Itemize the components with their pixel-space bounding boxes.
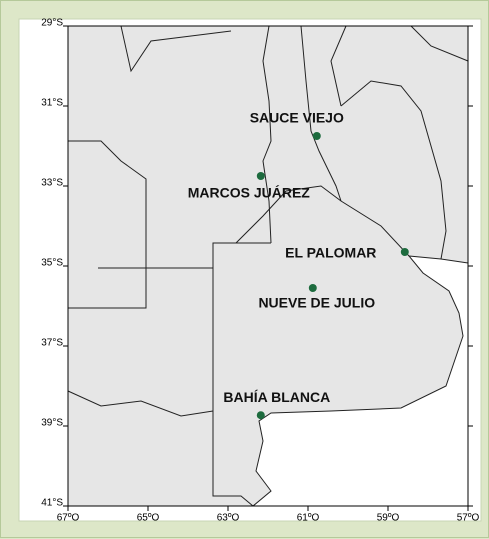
station [256, 411, 265, 420]
province-border [410, 25, 469, 62]
y-tick-label: 29°S [41, 18, 63, 29]
ocean [251, 255, 469, 507]
x-tick-label: 65ºO [137, 513, 160, 524]
station-label: NUEVE DE JULIO [258, 295, 375, 311]
station-label: MARCOS JUÁREZ [188, 185, 311, 201]
province-border [262, 25, 272, 244]
province-border [330, 25, 347, 107]
province-border [68, 140, 147, 309]
y-tick-label: 35°S [41, 258, 63, 269]
y-tick-label: 37°S [41, 338, 63, 349]
province-border [120, 25, 232, 73]
station [400, 248, 409, 256]
y-tick-label: 33°S [41, 178, 63, 189]
station-label: EL PALOMAR [285, 245, 376, 261]
y-tick-label: 31°S [41, 98, 63, 109]
x-tick-label: 61ºO [297, 513, 320, 524]
station-label: BAHÍA BLANCA [223, 389, 330, 405]
x-tick-label: 67ºO [57, 513, 80, 524]
province-border [340, 80, 447, 260]
station-label: SAUCE VIEJO [250, 110, 344, 126]
y-tick-label: 39°S [41, 418, 63, 429]
station [308, 284, 317, 292]
y-tick-label: 41°S [41, 498, 63, 509]
province-border [212, 243, 254, 507]
x-tick-label: 59ºO [377, 513, 400, 524]
province-border [300, 25, 342, 202]
province-border [67, 390, 214, 417]
x-tick-label: 63ºO [217, 513, 240, 524]
province-border [235, 185, 410, 257]
station [256, 172, 265, 180]
x-tick-label: 57ºO [457, 513, 480, 524]
station [312, 132, 321, 140]
